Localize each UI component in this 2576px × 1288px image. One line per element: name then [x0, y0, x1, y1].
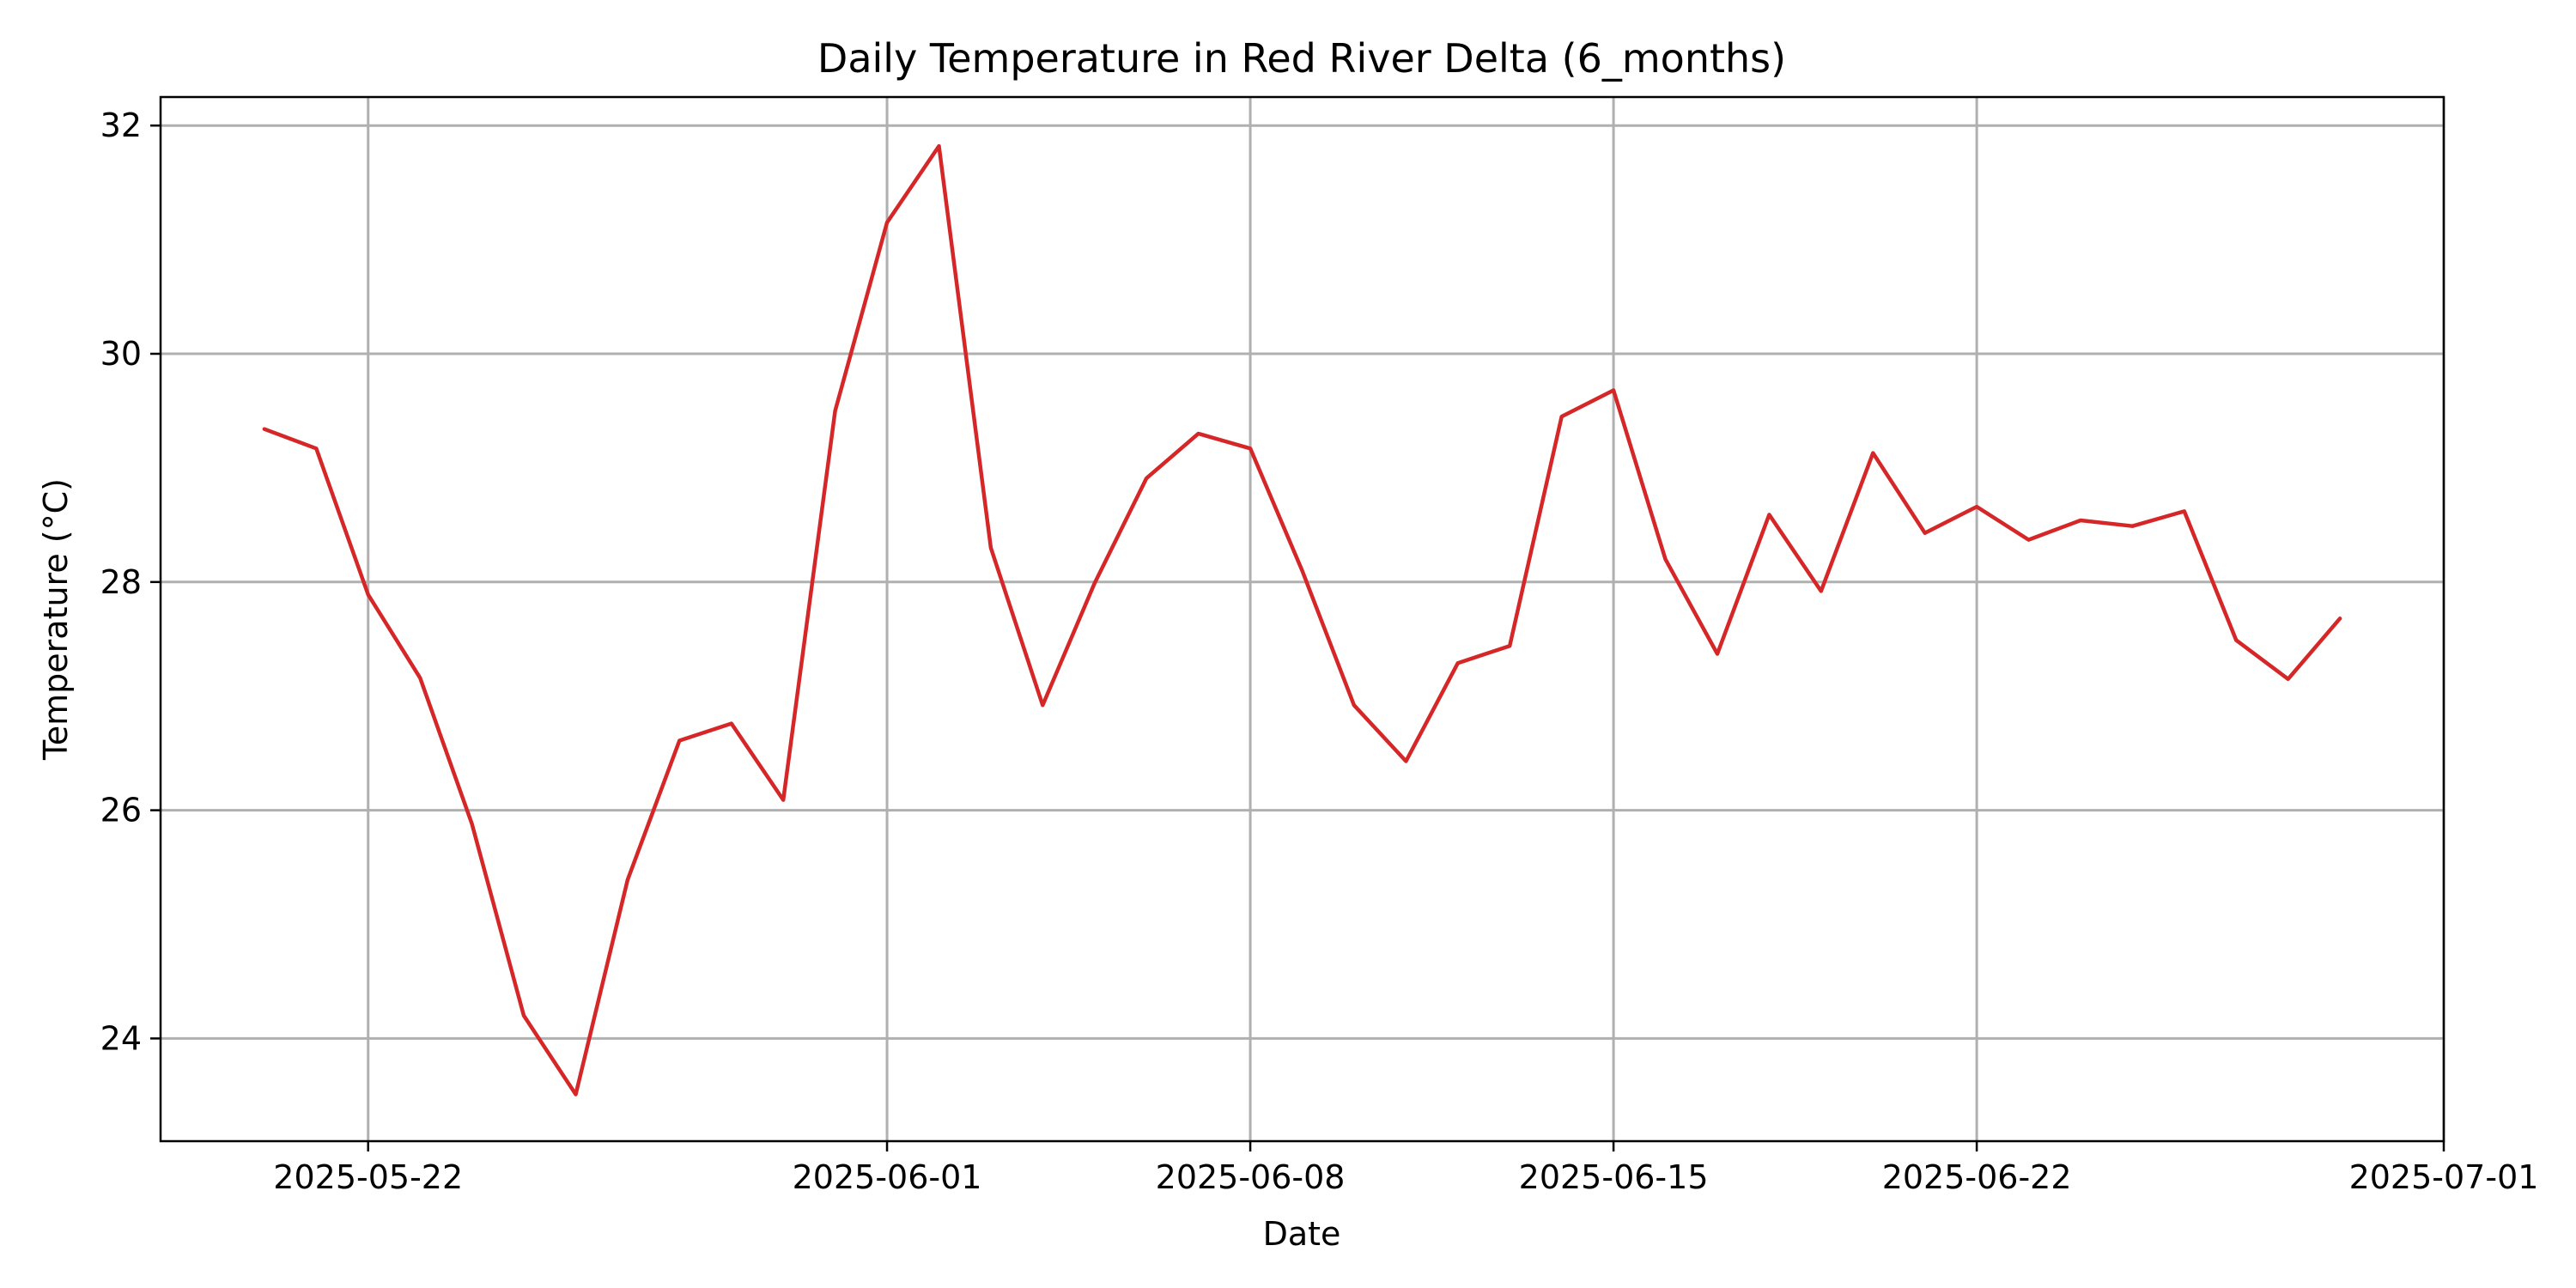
y-tick-label: 24	[100, 1019, 142, 1057]
chart-title: Daily Temperature in Red River Delta (6_…	[817, 35, 1786, 82]
x-tick-label: 2025-06-08	[1156, 1158, 1346, 1196]
x-tick-label: 2025-07-01	[2349, 1158, 2539, 1196]
y-tick-label: 32	[100, 106, 142, 144]
x-tick-label: 2025-06-01	[793, 1158, 982, 1196]
x-tick-label: 2025-05-22	[273, 1158, 463, 1196]
y-axis-label: Temperature (°C)	[37, 478, 75, 761]
y-tick-label: 28	[100, 563, 142, 601]
x-axis-label: Date	[1263, 1215, 1341, 1253]
x-tick-label: 2025-06-15	[1519, 1158, 1709, 1196]
x-tick-label: 2025-06-22	[1882, 1158, 2072, 1196]
y-tick-label: 26	[100, 792, 142, 829]
plot-frame	[159, 95, 2445, 1143]
tick-layer: 2025-05-22 2025-06-01 2025-06-08 2025-06-15…	[100, 106, 2539, 1196]
y-tick-label: 30	[100, 335, 142, 373]
series-line-temperature	[262, 143, 2342, 1097]
